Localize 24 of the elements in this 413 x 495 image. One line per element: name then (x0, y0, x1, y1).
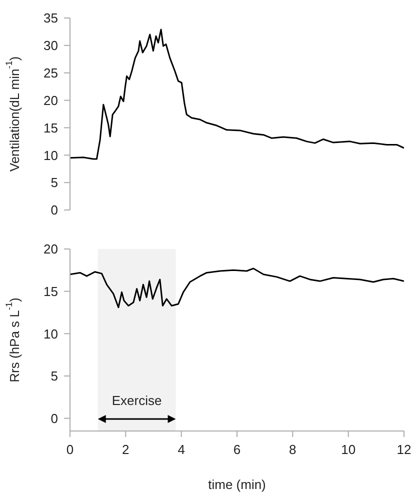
y-tick-label: 20 (44, 92, 58, 108)
x-tick-label: 12 (396, 442, 412, 458)
x-tick-label: 2 (122, 442, 130, 458)
y-tick-label: 0 (50, 410, 58, 426)
x-tick-label: 8 (289, 442, 296, 458)
x-tick-label: 6 (233, 442, 241, 458)
y-tick-label: 35 (44, 10, 58, 26)
y-tick-label: 10 (44, 326, 58, 342)
y-tick-label: 5 (50, 175, 58, 190)
x-axis-title: time (min) (208, 477, 266, 492)
y-tick-label: 10 (44, 148, 58, 163)
line-series (70, 268, 404, 308)
y-tick-label: 25 (44, 65, 58, 80)
line-series (70, 28, 404, 160)
x-tick-label: 10 (341, 442, 356, 458)
y-tick-label: 5 (50, 368, 58, 384)
x-tick-label: 4 (178, 442, 185, 458)
y-tick-label: 0 (50, 202, 58, 218)
y-tick-label: 30 (44, 38, 58, 54)
y-tick-label: 15 (44, 284, 58, 299)
band-label: Exercise (112, 393, 162, 408)
y-tick-label: 20 (44, 242, 58, 257)
y-tick-label: 15 (44, 120, 58, 136)
x-tick-label: 0 (66, 442, 74, 458)
